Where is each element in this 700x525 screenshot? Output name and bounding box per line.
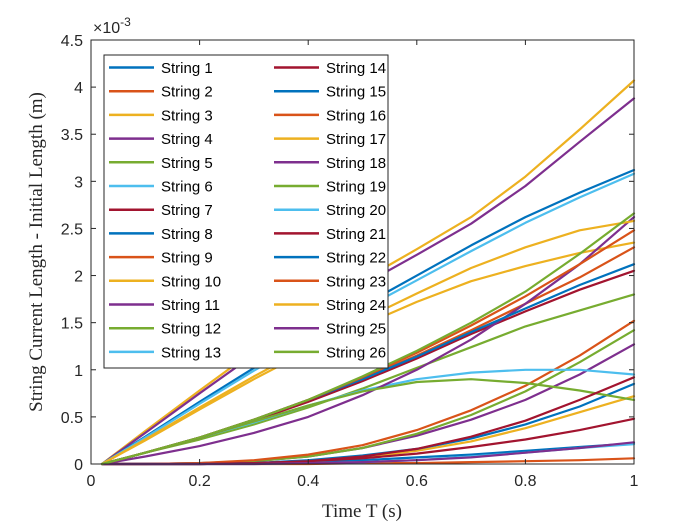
legend-label: String 26 [326,344,386,361]
legend-label: String 7 [161,202,213,219]
legend-label: String 12 [161,321,221,338]
legend-label: String 25 [326,321,386,338]
x-axis-label: Time T (s) [322,501,402,522]
legend-label: String 17 [326,131,386,148]
legend-label: String 5 [161,155,213,172]
series-line-26 [100,212,636,466]
y-exponent-base: ×10 [93,20,120,37]
y-tick-label: 3.5 [61,127,83,144]
legend-label: String 15 [326,84,386,101]
legend-label: String 4 [161,131,213,148]
legend-label: String 1 [161,60,213,77]
y-tick-label: 4 [74,80,83,97]
legend-label: String 14 [326,60,386,77]
y-tick-label: 0 [74,457,83,474]
y-tick-label: 1 [74,363,83,380]
legend-label: String 11 [161,297,220,314]
y-exponent-power: -3 [120,15,131,29]
series-line-18 [100,216,636,466]
x-tick-label: 1 [630,473,639,490]
legend-label: String 6 [161,179,213,196]
x-tick-label: 0.2 [188,473,210,490]
x-tick-label: 0.4 [297,473,319,490]
legend: String 1 String 2 String 3 String 4 String 5… [103,54,389,369]
legend-label: String 22 [326,250,386,267]
y-tick-label: 4.5 [61,33,83,50]
y-tick-label: 3 [74,174,83,191]
legend-box [103,54,389,369]
axes-box [90,39,635,465]
legend-label: String 23 [326,273,386,290]
y-tick-label: 1.5 [61,316,83,333]
legend-label: String 18 [326,155,386,172]
legend-label: String 9 [161,250,213,267]
legend-label: String 10 [161,273,221,290]
legend-label: String 24 [326,297,386,314]
legend-label: String 20 [326,202,386,219]
legend-label: String 2 [161,84,213,101]
series-line-12 [100,293,636,466]
legend-label: String 19 [326,179,386,196]
x-tick-label: 0.6 [406,473,428,490]
y-axis-label: String Current Length - Initial Length (… [26,92,47,412]
y-tick-label: 2.5 [61,221,83,238]
legend-label: String 3 [161,107,213,124]
y-tick-label: 2 [74,269,83,286]
legend-label: String 16 [326,107,386,124]
legend-label: String 13 [161,344,221,361]
y-exponent-label: ×10-3 [93,15,131,37]
legend-label: String 21 [326,226,386,243]
x-tick-label: 0.8 [514,473,536,490]
x-tick-label: 0 [87,473,96,490]
legend-label: String 8 [161,226,213,243]
y-tick-label: 0.5 [61,410,83,427]
